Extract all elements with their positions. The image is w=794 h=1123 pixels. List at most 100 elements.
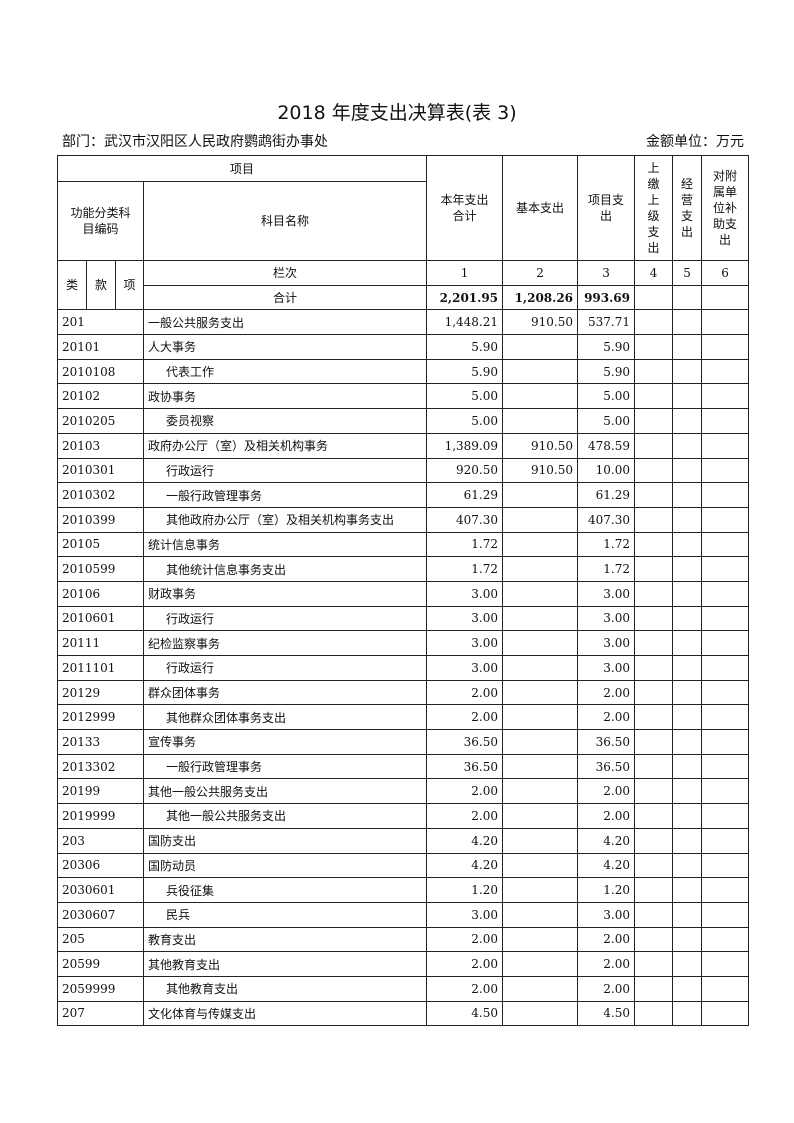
row-c3: 3.00 — [577, 630, 636, 656]
row-name: 人大事务 — [142, 334, 428, 360]
row-c2 — [502, 975, 579, 1002]
row-c4 — [634, 408, 674, 434]
row-c4 — [634, 605, 674, 632]
row-c6 — [701, 457, 750, 484]
table-row: 2030601 兵役征集 1.20 1.20 — [57, 877, 750, 903]
row-name: 一般行政管理事务 — [142, 482, 428, 508]
row-c4 — [634, 432, 674, 459]
total-c2: 1,208.26 — [502, 284, 579, 311]
row-c1: 2.00 — [426, 975, 504, 1002]
row-c4 — [634, 877, 674, 903]
row-c4 — [634, 531, 674, 558]
row-c4 — [634, 975, 674, 1002]
row-c3: 537.71 — [577, 309, 636, 336]
expenditure-table: 项目 本年支出合计 基本支出 项目支出 上缴上级支出 经营支出 对附属单位补助支… — [56, 155, 750, 1027]
row-c6 — [701, 531, 750, 558]
row-c6 — [701, 951, 750, 977]
table-row: 2030607 民兵 3.00 3.00 — [57, 901, 750, 928]
row-c6 — [701, 679, 750, 706]
row-c3: 478.59 — [577, 432, 636, 459]
row-c5 — [672, 852, 703, 879]
row-c3: 2.00 — [577, 803, 636, 829]
table-row: 2010205 委员视察 5.00 5.00 — [57, 408, 750, 434]
col-num: 4 — [634, 260, 674, 286]
header-col1: 本年支出合计 — [426, 155, 504, 261]
row-code: 20133 — [57, 729, 144, 755]
row-code: 2010302 — [57, 482, 144, 508]
row-code: 20111 — [57, 630, 144, 656]
row-c6 — [701, 580, 750, 607]
row-c1: 1.72 — [426, 531, 504, 558]
row-c2 — [502, 679, 579, 706]
row-c2 — [502, 778, 579, 805]
row-name: 文化体育与传媒支出 — [142, 1000, 428, 1027]
row-c1: 2.00 — [426, 951, 504, 977]
row-code: 2012999 — [57, 704, 144, 731]
row-name: 国防动员 — [142, 852, 428, 879]
table-row: 2011101 行政运行 3.00 3.00 — [57, 655, 750, 681]
row-c6 — [701, 901, 750, 928]
table-row: 2010302 一般行政管理事务 61.29 61.29 — [57, 482, 750, 508]
header-subject-name: 科目名称 — [142, 181, 428, 261]
table-row: 20106 财政事务 3.00 3.00 — [57, 580, 750, 607]
row-c1: 2.00 — [426, 803, 504, 829]
col-num: 2 — [502, 260, 579, 286]
row-c2 — [502, 383, 579, 410]
header-col5: 经营支出 — [672, 155, 703, 261]
row-c6 — [701, 877, 750, 903]
row-code: 20106 — [57, 580, 144, 607]
row-code: 2059999 — [57, 975, 144, 1002]
row-c4 — [634, 506, 674, 533]
row-code: 20599 — [57, 951, 144, 977]
row-c1: 920.50 — [426, 457, 504, 484]
row-name: 宣传事务 — [142, 729, 428, 755]
row-c3: 2.00 — [577, 975, 636, 1002]
row-name: 行政运行 — [142, 655, 428, 681]
row-c6 — [701, 482, 750, 508]
row-c3: 2.00 — [577, 951, 636, 977]
row-c6 — [701, 1000, 750, 1027]
table-row: 2012999 其他群众团体事务支出 2.00 2.00 — [57, 704, 750, 731]
row-c3: 3.00 — [577, 901, 636, 928]
row-c5 — [672, 457, 703, 484]
row-c1: 1,389.09 — [426, 432, 504, 459]
row-code: 2013302 — [57, 753, 144, 780]
row-code: 20103 — [57, 432, 144, 459]
row-c4 — [634, 803, 674, 829]
row-c3: 407.30 — [577, 506, 636, 533]
header-func-code: 功能分类科目编码 — [57, 181, 144, 261]
row-code: 2010205 — [57, 408, 144, 434]
table-row: 2010108 代表工作 5.90 5.90 — [57, 358, 750, 385]
row-c6 — [701, 358, 750, 385]
row-name: 委员视察 — [142, 408, 428, 434]
row-code: 203 — [57, 827, 144, 854]
row-c3: 2.00 — [577, 704, 636, 731]
row-c3: 1.20 — [577, 877, 636, 903]
row-c2 — [502, 334, 579, 360]
row-c5 — [672, 556, 703, 582]
row-c1: 3.00 — [426, 630, 504, 656]
row-c2 — [502, 951, 579, 977]
page-title: 2018 年度支出决算表(表 3) — [277, 102, 517, 124]
row-c6 — [701, 506, 750, 533]
table-row: 20133 宣传事务 36.50 36.50 — [57, 729, 750, 755]
table-row: 2010301 行政运行 920.50 910.50 10.00 — [57, 457, 750, 484]
row-c4 — [634, 827, 674, 854]
row-c4 — [634, 309, 674, 336]
row-c4 — [634, 457, 674, 484]
row-c4 — [634, 630, 674, 656]
row-code: 20105 — [57, 531, 144, 558]
row-c2: 910.50 — [502, 432, 579, 459]
row-c4 — [634, 383, 674, 410]
row-c3: 5.00 — [577, 383, 636, 410]
row-c3: 36.50 — [577, 753, 636, 780]
row-c1: 5.90 — [426, 358, 504, 385]
row-c3: 2.00 — [577, 778, 636, 805]
row-code: 20102 — [57, 383, 144, 410]
row-c1: 1,448.21 — [426, 309, 504, 336]
table-row: 2019999 其他一般公共服务支出 2.00 2.00 — [57, 803, 750, 829]
header-project: 项目 — [56, 155, 428, 182]
row-name: 政府办公厅（室）及相关机构事务 — [142, 432, 428, 459]
table-row: 2010399 其他政府办公厅（室）及相关机构事务支出 407.30 407.30 — [57, 506, 750, 533]
row-name: 一般行政管理事务 — [142, 753, 428, 780]
